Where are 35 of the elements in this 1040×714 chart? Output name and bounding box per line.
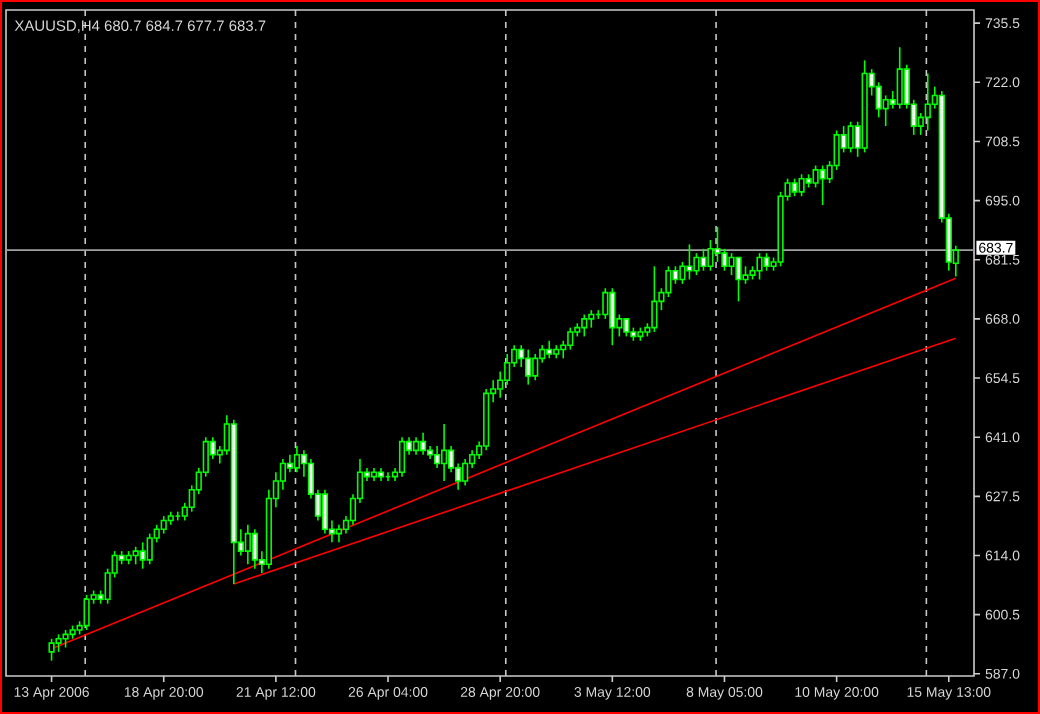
candlestick [419,432,427,456]
candlestick [798,173,805,198]
candlestick [651,265,658,333]
candlestick [139,541,146,570]
candlestick [896,46,903,110]
candlestick [48,637,55,662]
candlestick [398,436,406,478]
candlestick [525,348,532,386]
candlestick [83,594,90,631]
candlestick [882,94,889,127]
candlestick [924,72,931,132]
candlestick [693,252,700,276]
candlestick [244,524,251,566]
candlestick [833,129,840,171]
candlestick [875,81,882,119]
candlestick [462,458,469,487]
candlestick [819,164,826,206]
candlestick [609,287,616,346]
candlestick [146,532,153,566]
candlestick [440,423,448,482]
candlestick [567,326,574,351]
candlestick [321,488,329,535]
candlestick [756,252,763,281]
candlestick [700,247,707,272]
candlestick [847,120,854,154]
candlestick [433,445,441,469]
candlestick [728,252,735,276]
candlestick [735,256,742,303]
candlestick [532,353,539,382]
candlestick [293,445,301,474]
candlestick [251,528,258,570]
candlestick [714,226,721,263]
candlestick [581,313,588,338]
candlestick [602,287,609,320]
candlestick [686,243,693,281]
